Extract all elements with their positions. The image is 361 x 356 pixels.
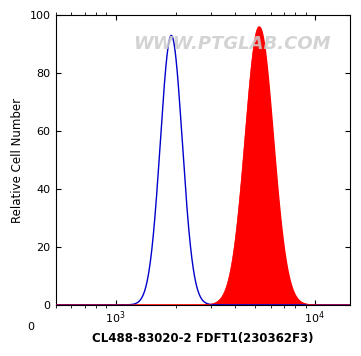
Text: 0: 0 (27, 321, 34, 331)
X-axis label: CL488-83020-2 FDFT1(230362F3): CL488-83020-2 FDFT1(230362F3) (92, 332, 313, 345)
Y-axis label: Relative Cell Number: Relative Cell Number (11, 98, 24, 222)
Text: WWW.PTGLAB.COM: WWW.PTGLAB.COM (134, 35, 331, 53)
